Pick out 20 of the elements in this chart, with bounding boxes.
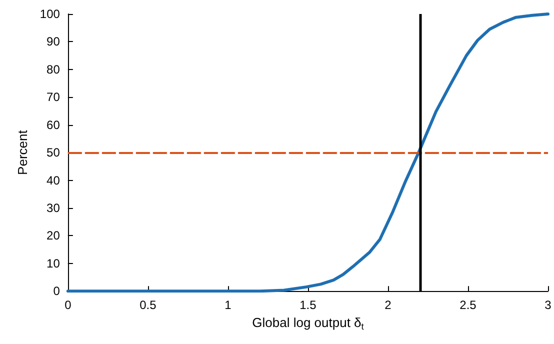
y-tick-label: 100 bbox=[40, 7, 60, 21]
y-tick-label: 20 bbox=[46, 228, 60, 243]
y-tick-label: 30 bbox=[46, 200, 60, 215]
y-tick-label: 0 bbox=[53, 284, 60, 298]
x-tick-label: 2 bbox=[384, 298, 392, 312]
x-tick-label: 1.5 bbox=[300, 298, 317, 312]
y-tick-label: 60 bbox=[46, 118, 60, 132]
x-tick-label: 2.5 bbox=[460, 298, 477, 312]
y-tick-label: 70 bbox=[46, 90, 60, 104]
x-tick-label: 1 bbox=[224, 298, 232, 312]
y-tick-label: 50 bbox=[46, 146, 60, 160]
y-tick-label: 80 bbox=[46, 62, 60, 76]
y-tick-label: 40 bbox=[46, 173, 60, 188]
x-tick-label: 0.5 bbox=[140, 298, 157, 312]
x-tick-label: 0 bbox=[64, 298, 72, 312]
y-tick-label: 90 bbox=[46, 34, 60, 49]
y-axis-title: Percent bbox=[15, 130, 30, 175]
x-tick-label: 3 bbox=[544, 298, 552, 312]
y-tick-label: 10 bbox=[46, 256, 60, 270]
line-series bbox=[66, 12, 550, 293]
